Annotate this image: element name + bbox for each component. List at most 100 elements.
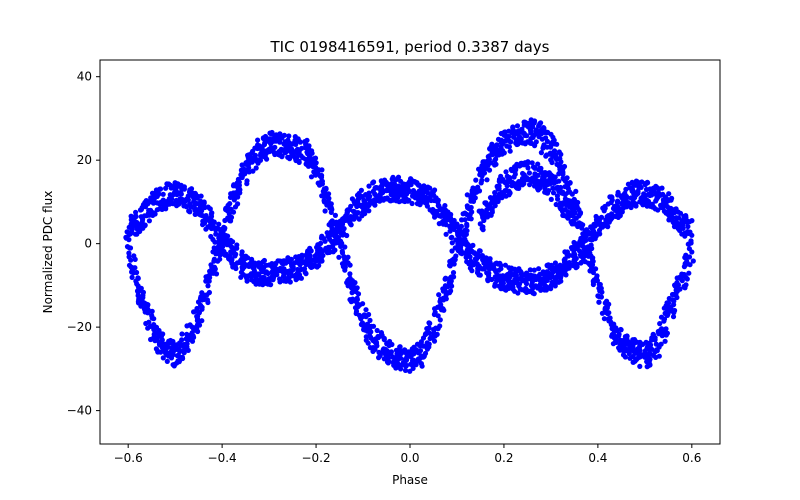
- scatter-point: [211, 219, 217, 225]
- scatter-point: [661, 316, 668, 322]
- scatter-point: [152, 325, 159, 331]
- y-tick-label: 0: [84, 237, 92, 251]
- scatter-point: [220, 227, 226, 233]
- scatter-point: [345, 277, 351, 284]
- scatter-point: [355, 198, 361, 204]
- scatter-point: [351, 213, 358, 219]
- scatter-point: [495, 198, 501, 205]
- scatter-point: [584, 227, 590, 233]
- scatter-point: [473, 177, 479, 183]
- scatter-point: [312, 155, 319, 161]
- scatter-point: [550, 179, 557, 185]
- scatter-point: [299, 253, 305, 259]
- y-tick-label: 20: [77, 153, 92, 167]
- scatter-point: [366, 311, 372, 318]
- scatter-point: [622, 354, 629, 360]
- scatter-point: [492, 157, 498, 164]
- scatter-point: [160, 331, 166, 337]
- scatter-point: [646, 351, 652, 358]
- scatter-point: [451, 274, 457, 280]
- scatter-point: [430, 189, 436, 195]
- scatter-point: [194, 195, 200, 201]
- scatter-point: [450, 270, 457, 276]
- scatter-point: [160, 191, 166, 197]
- scatter-point: [573, 188, 579, 194]
- scatter-point: [518, 271, 525, 277]
- scatter-point: [546, 188, 552, 194]
- scatter-point: [615, 198, 621, 204]
- scatter-point: [316, 262, 322, 269]
- scatter-point: [509, 183, 515, 189]
- scatter-point: [420, 354, 426, 360]
- scatter-point: [237, 187, 243, 193]
- scatter-point: [391, 181, 397, 187]
- scatter-point: [662, 338, 668, 344]
- scatter-point: [637, 347, 643, 353]
- scatter-point: [594, 217, 600, 223]
- scatter-point: [522, 272, 528, 278]
- scatter-point: [390, 359, 396, 365]
- scatter-point: [292, 260, 298, 266]
- scatter-point: [132, 256, 138, 262]
- scatter-point: [690, 258, 696, 264]
- scatter-point: [443, 296, 449, 302]
- scatter-point: [550, 190, 557, 196]
- scatter-point: [577, 211, 583, 217]
- scatter-point: [443, 231, 449, 237]
- scatter-point: [613, 338, 619, 344]
- scatter-point: [146, 319, 152, 325]
- scatter-point: [367, 317, 373, 323]
- scatter-point: [499, 147, 506, 154]
- scatter-point: [361, 197, 367, 203]
- scatter-point: [666, 191, 672, 197]
- scatter-point: [496, 183, 502, 189]
- scatter-point: [159, 337, 165, 343]
- scatter-point: [495, 261, 501, 267]
- scatter-point: [554, 193, 561, 199]
- scatter-point: [341, 226, 347, 232]
- scatter-point: [318, 258, 324, 264]
- scatter-point: [425, 190, 431, 196]
- scatter-point: [569, 212, 575, 218]
- scatter-point: [342, 256, 348, 263]
- scatter-point: [311, 162, 317, 168]
- scatter-point: [538, 120, 544, 126]
- scatter-point: [556, 178, 562, 184]
- scatter-point: [486, 167, 493, 173]
- scatter-point: [379, 333, 385, 339]
- scatter-point: [674, 294, 680, 301]
- x-tick-label: −0.6: [114, 451, 143, 465]
- scatter-point: [524, 133, 530, 139]
- scatter-point: [402, 190, 408, 196]
- scatter-point: [487, 146, 493, 152]
- scatter-point: [427, 185, 433, 191]
- scatter-point: [556, 279, 562, 285]
- scatter-point: [571, 220, 578, 226]
- scatter-point: [470, 242, 476, 248]
- scatter-point: [169, 196, 175, 202]
- scatter-point: [332, 212, 338, 218]
- scatter-point: [358, 187, 364, 193]
- scatter-point: [410, 365, 416, 371]
- scatter-point: [689, 218, 695, 224]
- scatter-point: [229, 256, 235, 263]
- scatter-point: [184, 336, 190, 342]
- scatter-point: [230, 209, 237, 215]
- scatter-point: [614, 328, 620, 334]
- scatter-point: [677, 286, 683, 292]
- scatter-point: [578, 253, 584, 259]
- scatter-point: [537, 281, 543, 287]
- scatter-point: [549, 159, 555, 166]
- scatter-point: [531, 267, 537, 273]
- scatter-point: [438, 302, 444, 308]
- scatter-point: [431, 338, 438, 344]
- scatter-point: [252, 152, 258, 158]
- scatter-point: [420, 194, 426, 200]
- scatter-point: [596, 299, 602, 305]
- scatter-point: [384, 348, 390, 354]
- scatter-point: [462, 217, 468, 223]
- scatter-point: [138, 285, 144, 291]
- scatter-point: [199, 318, 205, 324]
- scatter-point: [376, 198, 382, 204]
- scatter-point: [618, 326, 624, 333]
